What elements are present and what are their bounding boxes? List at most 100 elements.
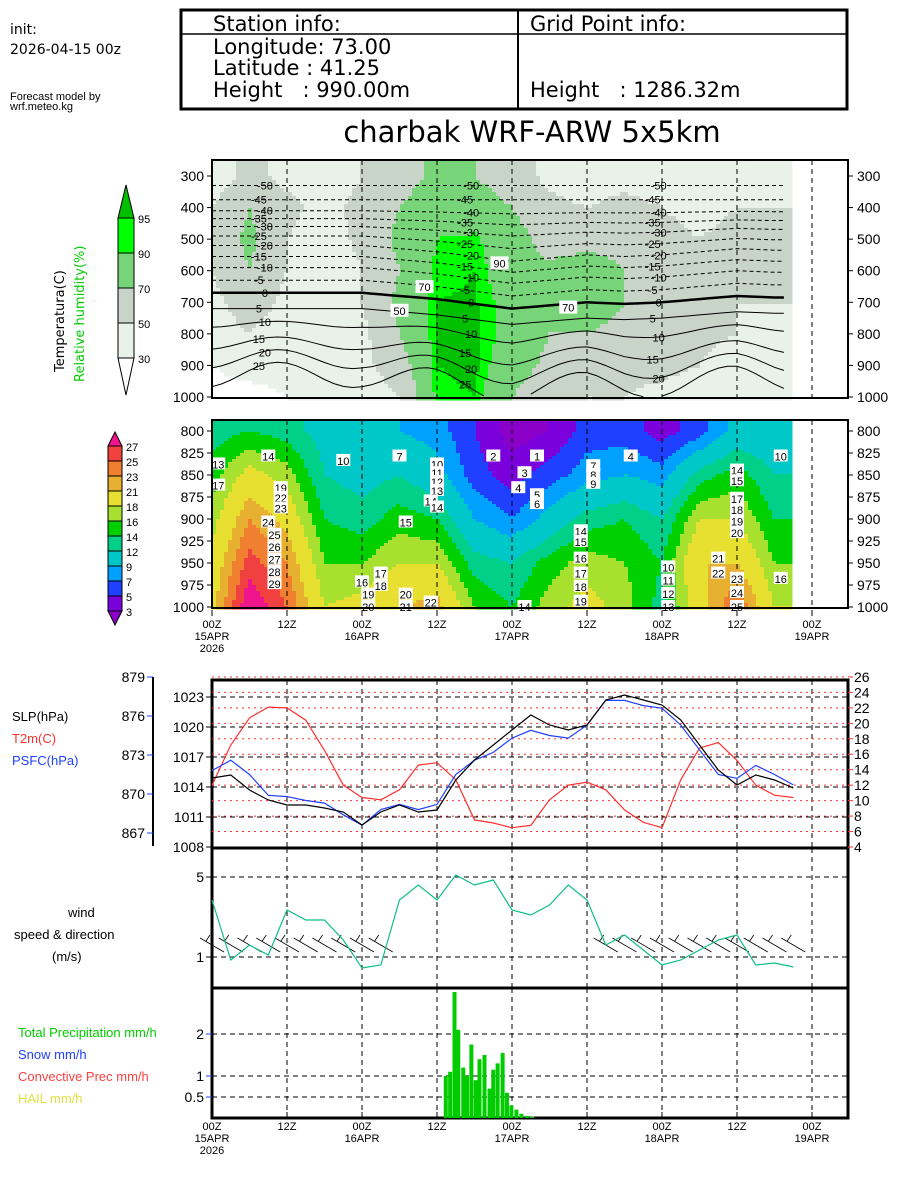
temp-cell xyxy=(460,600,473,604)
temp-cell xyxy=(300,573,317,577)
temp-cell xyxy=(216,489,233,493)
temp-cell xyxy=(744,600,757,604)
rh-cell xyxy=(396,260,433,265)
rh-cell xyxy=(360,268,401,273)
temp-cell xyxy=(244,531,261,535)
rh-cell xyxy=(624,280,793,285)
temp-cell xyxy=(236,516,273,520)
temp-cell xyxy=(408,507,445,511)
isotherm-label: -50 xyxy=(257,180,273,192)
temp-cell xyxy=(760,564,793,568)
temp-cell xyxy=(668,540,681,544)
temp-cell xyxy=(236,591,245,595)
temp-cell xyxy=(496,528,525,532)
temp-cell xyxy=(520,588,549,592)
temp-cell xyxy=(224,441,289,445)
temp-cell xyxy=(568,561,625,565)
rh-cell xyxy=(444,296,477,301)
temp-cell xyxy=(536,495,565,499)
temp-cell xyxy=(212,546,229,550)
pressure-tick-label-left: 900 xyxy=(181,357,205,373)
rh-cell xyxy=(496,340,549,345)
rh-cell xyxy=(356,252,397,257)
temp-label-bg xyxy=(392,449,407,462)
rh-cell xyxy=(472,392,477,397)
temp-cell xyxy=(212,591,217,595)
pressure-tick-label-right: 875 xyxy=(857,489,881,505)
rh-cell xyxy=(452,376,477,381)
temp-contour-label: 6 xyxy=(534,499,540,511)
temp-cell xyxy=(220,510,241,514)
rh-cell xyxy=(220,368,377,373)
temp-cell xyxy=(656,594,665,598)
temp-cell xyxy=(484,453,557,457)
temp-contour-label: 16 xyxy=(575,554,587,566)
temp-cell xyxy=(624,474,629,478)
temp-cell xyxy=(516,486,549,490)
rh-cell xyxy=(516,392,629,397)
temp-cell xyxy=(692,453,729,457)
temp-cell xyxy=(468,594,501,598)
temp-cell xyxy=(476,426,501,430)
temp-cell xyxy=(224,471,245,475)
temp-cell xyxy=(304,495,317,499)
rh-cell xyxy=(492,356,541,361)
rh-cell xyxy=(488,376,529,381)
rh-cell xyxy=(392,248,437,253)
temp-cell xyxy=(364,495,437,499)
temp-cell xyxy=(488,585,525,589)
temp-cell xyxy=(344,486,377,490)
temp-cell xyxy=(576,537,641,541)
rh-cell xyxy=(236,172,269,177)
temp-cell xyxy=(240,579,249,583)
temp-cell xyxy=(436,453,461,457)
temp-cell xyxy=(604,600,633,604)
rh-cell xyxy=(360,272,401,277)
temp-cell xyxy=(536,546,561,550)
time-tick-hour: 00Z xyxy=(203,1121,222,1133)
rh-cell xyxy=(212,304,229,309)
temp-cell xyxy=(688,456,725,460)
rh-cell xyxy=(212,192,221,197)
rh-cell xyxy=(212,332,369,337)
temp-cell xyxy=(548,423,577,427)
temp-cell xyxy=(680,540,693,544)
psfc-tick-label: 879 xyxy=(122,669,146,685)
temp-cell xyxy=(456,489,477,493)
temp-cell xyxy=(672,471,697,475)
rh-cell xyxy=(408,352,433,357)
temp-cell xyxy=(580,534,641,538)
wind-barb xyxy=(687,934,712,953)
temp-cell xyxy=(284,600,297,604)
temp-cell xyxy=(524,582,553,586)
temp-cell xyxy=(444,570,457,574)
temp-cell xyxy=(248,498,253,502)
temp-cell xyxy=(532,471,573,475)
temp-cell xyxy=(580,594,597,598)
temp-label-bg xyxy=(430,500,444,513)
temp-cell xyxy=(580,486,685,490)
isotherm-line xyxy=(211,361,785,398)
rh-cell xyxy=(400,204,513,209)
temp-cell xyxy=(508,534,513,538)
rh-cell xyxy=(476,300,497,305)
temp-cell xyxy=(488,525,529,529)
temp-cell xyxy=(316,570,389,574)
precip-bar xyxy=(530,1116,534,1118)
time-tick-hour: 12Z xyxy=(578,619,597,631)
temp-cell xyxy=(464,537,549,541)
temp-cell xyxy=(632,591,657,595)
temp-cell xyxy=(216,594,229,598)
temp-cell xyxy=(440,567,457,571)
temp-cell xyxy=(440,456,461,460)
temp-cell xyxy=(296,450,321,454)
temp-cell xyxy=(312,516,325,520)
rh-cell xyxy=(416,380,433,385)
temp-cell xyxy=(308,546,321,550)
temp-label-bg xyxy=(573,566,588,579)
rh-cell xyxy=(396,212,517,217)
temp-cell xyxy=(552,579,629,583)
rh-cell xyxy=(300,212,345,217)
rh-cell xyxy=(480,312,497,317)
rh-cell xyxy=(492,188,549,193)
